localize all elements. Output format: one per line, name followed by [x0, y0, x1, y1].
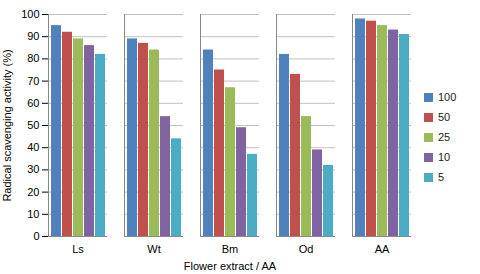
- svg-text:Flower extract / AA: Flower extract / AA: [184, 260, 277, 272]
- svg-text:20: 20: [27, 186, 39, 198]
- html-text:25: 25: [438, 131, 451, 143]
- svg-text:100: 100: [21, 8, 39, 20]
- html-text:5: 5: [438, 171, 445, 183]
- svg-text:Wt: Wt: [147, 243, 160, 255]
- svg-text:Ls: Ls: [72, 243, 84, 255]
- svg-text:Bm: Bm: [222, 243, 239, 255]
- html-text:50: 50: [438, 111, 451, 123]
- svg-text:Radical scavenging activity (%: Radical scavenging activity (%): [1, 49, 13, 201]
- svg-text:40: 40: [27, 141, 39, 153]
- html-text:100: 100: [438, 91, 457, 103]
- svg-text:70: 70: [27, 75, 39, 87]
- svg-text:90: 90: [27, 30, 39, 42]
- svg-text:AA: AA: [375, 243, 390, 255]
- svg-text:50: 50: [27, 119, 39, 131]
- svg-text:Od: Od: [299, 243, 314, 255]
- html-text:10: 10: [438, 151, 451, 163]
- svg-text:60: 60: [27, 97, 39, 109]
- svg-text:80: 80: [27, 52, 39, 64]
- svg-text:0: 0: [33, 230, 39, 242]
- svg-text:10: 10: [27, 208, 39, 220]
- svg-text:30: 30: [27, 163, 39, 175]
